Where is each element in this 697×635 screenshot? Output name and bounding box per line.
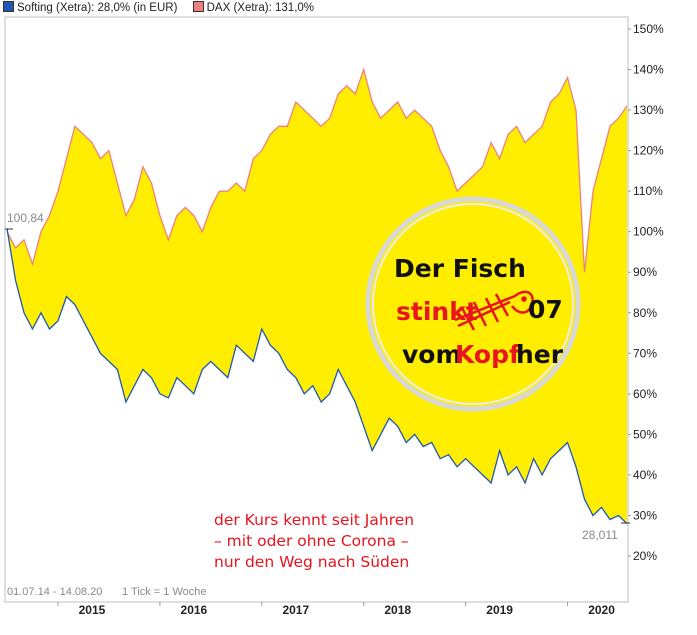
y-tick-label: 60% — [633, 387, 657, 401]
stamp-word-vom: vom — [402, 340, 462, 369]
stamp-ring — [365, 196, 581, 412]
y-tick-label: 50% — [633, 427, 657, 441]
annotation-line-2: – mit oder ohne Corona – — [214, 532, 409, 550]
fish-bones-icon — [454, 290, 534, 331]
stamp-inner-ring — [372, 203, 574, 405]
stamp-year: 07 — [528, 295, 563, 324]
y-tick-label: 130% — [633, 103, 664, 117]
y-tick-label: 110% — [633, 184, 663, 198]
legend-swatch-icon — [3, 1, 14, 12]
y-tick-label: 80% — [633, 306, 657, 320]
fish-stamp: Der Fisch stinkt 07 vom Kopf her — [365, 196, 581, 412]
date-range-label: 01.07.14 - 14.08.20 — [7, 586, 102, 598]
legend-label: Softing (Xetra): 28,0% (in EUR) — [17, 2, 178, 14]
x-axis: 2015 2016 2017 2018 2019 2020 — [57, 602, 615, 617]
y-tick-label: 120% — [633, 144, 664, 158]
y-tick-label: 20% — [633, 549, 657, 563]
legend-label: DAX (Xetra): 131,0% — [206, 2, 315, 14]
x-tick-label: 2015 — [79, 603, 106, 617]
annotation-line-1: der Kurs kennt seit Jahren — [214, 511, 414, 529]
y-tick-label: 150% — [633, 22, 664, 36]
annotation-line-3: nur den Weg nach Süden — [214, 553, 409, 571]
start-value-label: 100,84 — [7, 211, 44, 225]
series-line-softing — [6, 228, 628, 525]
x-tick-label: 2016 — [181, 603, 208, 617]
end-value-label: 28,011 — [582, 528, 618, 542]
y-tick-label: 90% — [633, 265, 657, 279]
stamp-word-her: her — [516, 340, 564, 369]
y-tick-label: 140% — [633, 63, 664, 77]
legend-swatch-icon — [192, 1, 204, 12]
stamp-line-1: Der Fisch — [394, 254, 526, 283]
x-tick-label: 2019 — [486, 603, 513, 617]
y-axis: 20% 30% 40% 50% 60% 70% 80% 90% 100% 110% 120% 130%… — [628, 22, 664, 563]
tick-note: 1 Tick = 1 Woche — [122, 586, 206, 598]
y-tick-label: 100% — [633, 225, 664, 239]
y-tick-label: 40% — [633, 468, 657, 482]
y-tick-label: 70% — [633, 346, 657, 360]
y-tick-label: 30% — [633, 508, 657, 522]
x-tick-label: 2020 — [588, 603, 615, 617]
legend-item-dax[interactable]: DAX (Xetra): 131,0% — [192, 1, 315, 14]
series-line-dax — [6, 67, 628, 273]
stamp-word-kopf: Kopf — [455, 340, 521, 369]
x-tick-label: 2018 — [384, 603, 411, 617]
x-tick-label: 2017 — [282, 603, 309, 617]
legend-item-softing[interactable]: Softing (Xetra): 28,0% (in EUR) — [3, 1, 177, 14]
legend: Softing (Xetra): 28,0% (in EUR) DAX (Xet… — [3, 1, 326, 15]
